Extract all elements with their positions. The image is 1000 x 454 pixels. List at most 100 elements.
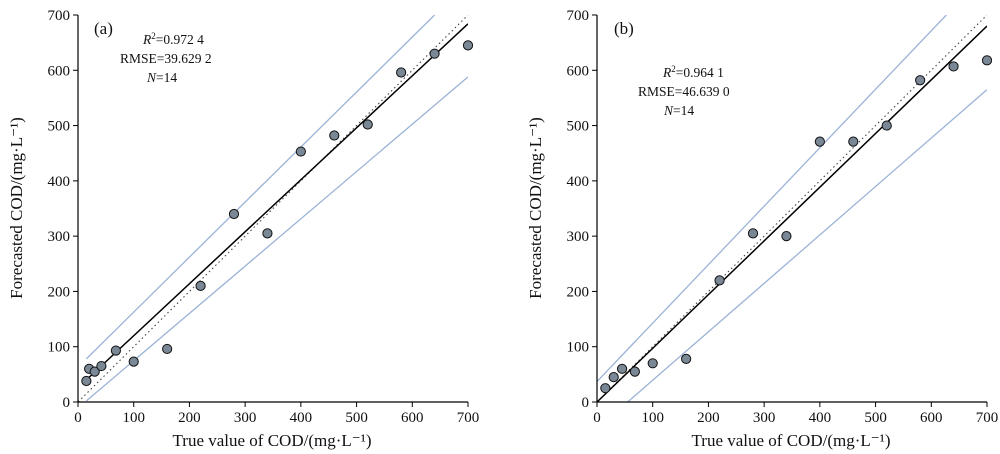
panel-a-data-point xyxy=(362,119,373,130)
panel-a-lower-band-line xyxy=(85,76,468,402)
panel-a-x-tick-label: 0 xyxy=(74,410,82,426)
panel-b-rmse: RMSE=46.639 0 xyxy=(638,84,730,99)
panel-a-data-point xyxy=(81,375,92,387)
panel-a-x-axis-label: True value of COD/(mg·L⁻¹) xyxy=(173,431,372,450)
panel-a-r2-superscript: 2 xyxy=(151,31,156,41)
panel-a-label: (a) xyxy=(94,19,113,38)
panel-a-data-point xyxy=(262,228,273,239)
panel-b-stats: R2=0.964 1 RMSE=46.639 0 N=14 xyxy=(638,64,730,118)
panel-a-y-tick-label: 700 xyxy=(48,8,71,24)
panel-b-data-point xyxy=(981,55,993,66)
panel-b-data-point xyxy=(600,383,611,394)
panel-a-data-point xyxy=(195,280,206,291)
panel-b-data-point xyxy=(681,353,692,364)
panel-a-data-point xyxy=(128,356,139,367)
panel-b-data-point xyxy=(647,358,658,369)
panel-b-plot: 0 100 200 300 400 500 600 700 0 100 200 300 400 500 60… xyxy=(567,8,999,426)
panel-a-data-point xyxy=(429,48,440,59)
panel-b-identity-line xyxy=(597,15,987,402)
panel-a-x-tick-label: 700 xyxy=(457,410,480,426)
panel-b-y-tick-label: 700 xyxy=(567,8,590,24)
panel-b-x-tick-label: 300 xyxy=(753,410,776,426)
panel-b-r2-symbol: R xyxy=(662,65,672,80)
panel-b-x-tick-label: 700 xyxy=(976,410,999,426)
panel-a-plot: 0 100 200 300 400 500 600 700 0 100 200 300 400 500 60… xyxy=(48,8,480,426)
panel-b-y-axis-label: Forecasted COD/(mg·L⁻¹) xyxy=(526,117,545,299)
panel-a-data-point xyxy=(462,40,474,51)
panel-b-x-tick-label: 400 xyxy=(809,410,832,426)
panel-b-n: N=14 xyxy=(663,103,694,118)
panel-a-x-tick-label: 200 xyxy=(178,410,201,426)
panel-b-data-point xyxy=(781,231,792,242)
panel-a-rmse: RMSE=39.629 2 xyxy=(120,51,212,66)
panel-a-x-tick-label: 600 xyxy=(401,410,424,426)
panel-b-x-axis-label: True value of COD/(mg·L⁻¹) xyxy=(692,431,891,450)
panel-a-y-axis-label: Forecasted COD/(mg·L⁻¹) xyxy=(7,117,26,299)
panel-b-y-tick-label: 500 xyxy=(567,119,590,135)
panel-a-identity-line xyxy=(78,15,468,402)
panel-b-data-point xyxy=(814,136,825,147)
panel-a-x-tick-label: 300 xyxy=(234,410,257,426)
panel-a-lines xyxy=(78,15,468,402)
panel-b-data-point xyxy=(714,275,725,286)
panel-a-x-tick-label: 500 xyxy=(345,410,368,426)
panel-a-data-point xyxy=(89,366,100,377)
panel-b-x-tick-label: 500 xyxy=(864,410,887,426)
panel-b-r2: R2=0.964 1 xyxy=(662,64,724,80)
panel-a-y-tick-label: 100 xyxy=(48,340,71,356)
panel-a-y-tick-label: 200 xyxy=(48,284,71,300)
panel-b-data-point xyxy=(948,61,959,72)
panel-a-data-point xyxy=(162,343,173,355)
panel-b-y-tick-label: 0 xyxy=(582,395,590,411)
panel-a-stats: R2=0.972 4 RMSE=39.629 2 N=14 xyxy=(120,31,212,85)
panel-b-data-point xyxy=(915,75,926,86)
panel-a-r2-value: =0.972 4 xyxy=(156,32,204,47)
panel-a-n-value: =14 xyxy=(156,70,177,85)
panel-b-y-tick-label: 200 xyxy=(567,284,590,300)
panel-a-upper-band-line xyxy=(85,15,436,360)
panel-b-y-tick-label: 400 xyxy=(567,174,590,190)
panel-b-n-value: =14 xyxy=(673,103,694,118)
panel-b-data-point xyxy=(608,372,619,383)
panel-b-upper-band-line xyxy=(597,15,947,382)
panel-b-x-tick-label: 100 xyxy=(641,410,664,426)
panel-b-y-tick-label: 600 xyxy=(567,63,590,79)
panel-a-data-point xyxy=(228,208,240,220)
panel-b-label: (b) xyxy=(614,19,634,38)
panel-b-fit-line xyxy=(597,25,987,402)
panel-b-y-tick-label: 100 xyxy=(567,340,590,356)
panel-a-fit-line xyxy=(85,23,468,381)
panel-a-data-point xyxy=(295,146,306,157)
panel-b-data-point xyxy=(629,366,640,377)
panel-b-data-point xyxy=(616,363,628,374)
panel-a-data-point xyxy=(110,345,121,356)
panel-a-r2: R2=0.972 4 xyxy=(142,31,204,47)
panel-b-data-point xyxy=(747,228,759,239)
panel-b-lines xyxy=(597,15,987,402)
panel-a-data-point xyxy=(329,130,340,141)
panel-b-data-point xyxy=(848,136,859,147)
panel-a-y-tick-label: 600 xyxy=(48,63,71,79)
panel-b-data-point xyxy=(881,120,892,131)
panel-b-x-tick-label: 600 xyxy=(920,410,943,426)
panel-a-y-tick-label: 400 xyxy=(48,174,71,190)
panel-a-data-point xyxy=(96,360,107,372)
panel-a-y-tick-label: 500 xyxy=(48,119,71,135)
panel-b-r2-superscript: 2 xyxy=(671,64,676,74)
panel-b-n-symbol: N xyxy=(663,103,674,118)
panel-a-r2-symbol: R xyxy=(142,32,152,47)
panel-a-n-symbol: N xyxy=(146,70,157,85)
panel-b: 0 100 200 300 400 500 600 700 0 100 200 300 400 500 60… xyxy=(526,8,998,450)
panel-b-y-tick-label: 300 xyxy=(567,229,590,245)
panel-a-y-tick-label: 300 xyxy=(48,229,71,245)
panel-a-data-point xyxy=(396,67,407,78)
panel-b-x-tick-label: 200 xyxy=(697,410,720,426)
panel-a-y-tick-label: 0 xyxy=(63,395,71,411)
panel-b-x-tick-label: 0 xyxy=(593,410,601,426)
panel-b-lower-band-line xyxy=(627,89,987,402)
panel-a: 0 100 200 300 400 500 600 700 0 100 200 300 400 500 60… xyxy=(7,8,479,450)
panel-a-x-tick-label: 400 xyxy=(290,410,313,426)
panel-a-x-tick-label: 100 xyxy=(122,410,145,426)
panel-a-n: N=14 xyxy=(146,70,177,85)
